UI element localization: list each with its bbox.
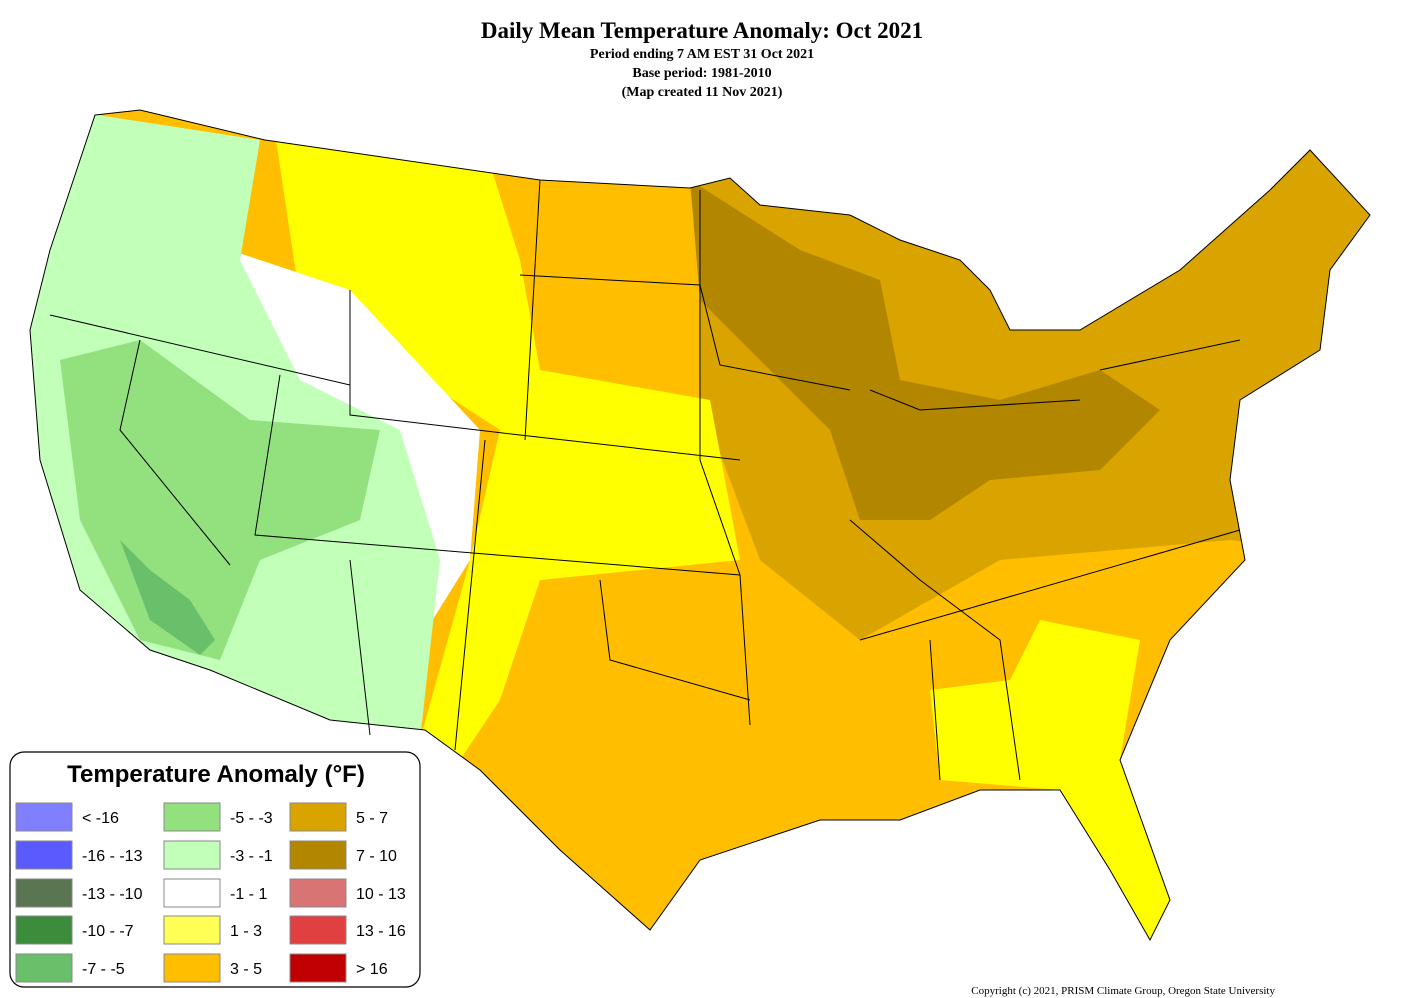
- zone-minus-7-5: [120, 540, 215, 655]
- legend-swatch: [289, 915, 347, 945]
- zone-1-3-southeast: [930, 620, 1170, 940]
- legend-title: Temperature Anomaly (°F): [67, 761, 365, 788]
- legend-label: -3 - -1: [230, 848, 273, 865]
- legend-swatch: [15, 915, 73, 945]
- legend-label: -13 - -10: [82, 886, 143, 903]
- copyright: Copyright (c) 2021, PRISM Climate Group,…: [971, 985, 1275, 997]
- legend-swatch: [163, 878, 221, 908]
- legend-label: -7 - -5: [82, 961, 125, 978]
- legend-label: > 16: [356, 961, 388, 978]
- subtitle: Period ending 7 AM EST 31 Oct 2021: [590, 47, 814, 62]
- legend-swatch: [289, 840, 347, 870]
- legend-swatch: [163, 802, 221, 832]
- legend-swatch: [15, 840, 73, 870]
- legend-swatch: [163, 915, 221, 945]
- legend-label: 3 - 5: [230, 961, 262, 978]
- legend-swatch: [15, 878, 73, 908]
- legend-swatch: [15, 802, 73, 832]
- legend-swatch: [163, 953, 221, 983]
- legend-label: 1 - 3: [230, 923, 262, 940]
- title: Daily Mean Temperature Anomaly: Oct 2021: [481, 18, 923, 43]
- legend-label: 13 - 16: [356, 923, 406, 940]
- subtitle: Base period: 1981-2010: [632, 66, 771, 81]
- legend-label: -5 - -3: [230, 810, 273, 827]
- legend-label: 10 - 13: [356, 886, 406, 903]
- legend-label: < -16: [82, 810, 119, 827]
- legend-label: 5 - 7: [356, 810, 388, 827]
- legend-label: -10 - -7: [82, 923, 134, 940]
- legend-label: -1 - 1: [230, 886, 267, 903]
- legend-swatch: [289, 802, 347, 832]
- legend-swatch: [15, 953, 73, 983]
- zone-7-10: [690, 180, 1160, 520]
- legend-swatch: [163, 840, 221, 870]
- subtitle: (Map created 11 Nov 2021): [622, 85, 783, 100]
- legend-swatch: [289, 953, 347, 983]
- legend-label: 7 - 10: [356, 848, 397, 865]
- legend-label: -16 - -13: [82, 848, 143, 865]
- zone-1-3: [270, 110, 740, 760]
- state-borders: [29, 109, 1371, 942]
- legend-swatch: [289, 878, 347, 908]
